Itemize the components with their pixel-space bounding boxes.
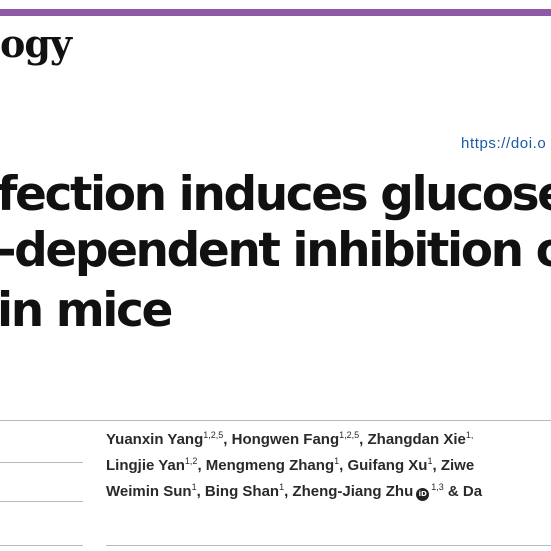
author-name[interactable]: , Mengmeng Zhang (197, 457, 335, 474)
journal-name: ogy (0, 21, 72, 66)
author-name[interactable]: , Zheng-Jiang Zhu (284, 483, 414, 500)
journal-accent-bar (0, 9, 551, 16)
article-title-line-1: fection induces glucose d (0, 167, 551, 222)
doi-link[interactable]: https://doi.o (461, 135, 547, 152)
author-name[interactable]: Lingjie Yan (106, 457, 185, 474)
author-name[interactable]: , Guifang Xu (339, 457, 428, 474)
author-affiliation: 1 (427, 456, 433, 466)
author-line-1: Yuanxin Yang1,2,5, Hongwen Fang1,2,5, Zh… (106, 430, 473, 450)
author-name[interactable]: , Ziwe (432, 457, 475, 474)
author-name[interactable]: , Bing Shan (196, 483, 280, 500)
author-affiliation: 1 (191, 482, 197, 492)
author-name[interactable]: , Zhangdan Xie (359, 431, 466, 448)
left-column-divider-1 (0, 462, 83, 463)
author-line-3: Weimin Sun1, Bing Shan1, Zheng-Jiang Zhu… (106, 482, 482, 502)
author-name[interactable]: Weimin Sun (106, 483, 192, 500)
author-affiliation: 1, (465, 430, 474, 440)
section-divider (0, 420, 551, 421)
author-affiliation: 1,3 (431, 482, 444, 492)
left-column-divider-3 (0, 545, 83, 546)
author-name[interactable]: Yuanxin Yang (106, 431, 204, 448)
article-title-line-3: in mice (0, 283, 173, 338)
author-name[interactable]: , Hongwen Fang (223, 431, 340, 448)
author-affiliation: 1,2,5 (203, 430, 224, 440)
author-affiliation: 1 (334, 456, 340, 466)
left-column-divider-2 (0, 501, 83, 502)
author-line-2: Lingjie Yan1,2, Mengmeng Zhang1, Guifang… (106, 456, 474, 476)
author-name[interactable]: & Da (443, 483, 483, 500)
author-affiliation: 1,2 (184, 456, 198, 466)
author-affiliation: 1,2,5 (339, 430, 360, 440)
author-block-divider (106, 545, 551, 546)
author-affiliation: 1 (279, 482, 285, 492)
article-title-line-2: -dependent inhibition of (0, 223, 551, 278)
orcid-icon[interactable]: iD (416, 488, 430, 501)
